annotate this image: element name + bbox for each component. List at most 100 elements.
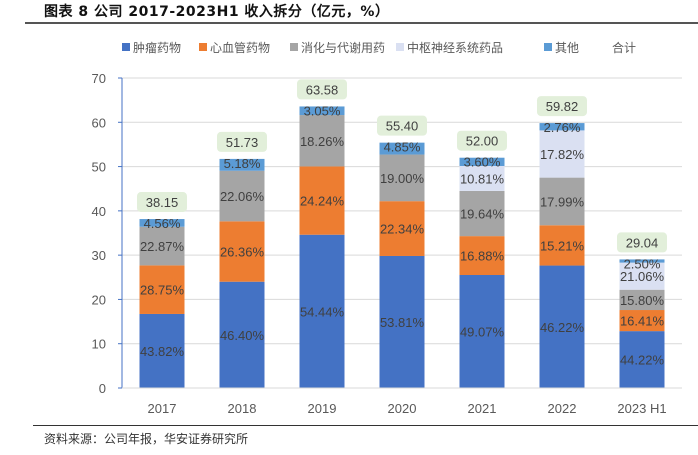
x-tick-label: 2017 [148,401,177,416]
total-label-box [217,131,267,152]
data-label-digestive: 18.26% [300,134,345,149]
bar-segment-other [139,219,185,227]
bar-segment-cardio [619,310,665,332]
total-label-box [377,115,427,136]
bar-segment-digestive [539,177,585,226]
y-tick-label: 40 [92,204,106,219]
title-divider [25,22,698,24]
y-tick-label: 60 [92,115,106,130]
bar-segment-other [619,259,665,263]
legend-label: 合计 [612,40,636,55]
bar-segment-cns [539,130,585,178]
data-label-oncology: 53.81% [380,315,425,330]
legend-label: 其他 [555,41,579,55]
data-label-digestive: 19.00% [380,171,425,186]
legend-item: 消化与代谢用药 [290,40,385,55]
y-tick-label: 50 [92,160,106,175]
legend-item: 肿瘤药物 [122,40,181,55]
data-label-cardio: 28.75% [140,283,185,298]
y-tick-label: 70 [92,71,106,86]
data-label-digestive: 15.80% [620,293,665,308]
legend-item: 其他 [544,41,579,55]
total-label: 63.58 [306,82,339,97]
data-label-cardio: 24.24% [300,194,345,209]
data-label-digestive: 19.64% [460,207,505,222]
data-label-cardio: 22.34% [380,222,425,237]
x-tick-label: 2023 H1 [617,401,666,416]
total-label: 29.04 [626,235,659,250]
bar-segment-oncology [219,281,265,388]
legend: 肿瘤药物 心血管药物 消化与代谢用药 中枢神经系统药品 其他 合计 [122,40,636,55]
bar-segment-digestive [459,190,505,237]
data-label-other: 3.05% [304,103,341,118]
total-label-box [297,79,347,100]
x-tick-label: 2021 [468,401,497,416]
bar-segment-cardio [299,166,345,235]
data-label-oncology: 46.22% [540,320,585,335]
y-axis: 0 10 20 30 40 50 60 70 [92,71,123,396]
legend-item: 心血管药物 [199,40,270,55]
bar-segment-oncology [139,313,185,388]
data-label-cardio: 16.41% [620,314,665,329]
data-label-other: 5.18% [224,156,261,171]
source-note: 资料来源：公司年报，华安证券研究所 [44,432,249,446]
data-label-other: 4.85% [384,140,421,155]
data-label-cardio: 15.21% [540,238,585,253]
bar-segment-other [379,142,425,155]
y-tick-label: 10 [92,337,106,352]
bar-segment-cardio [219,221,265,282]
figure-title: 图表 8 公司 2017-2023H1 收入拆分（亿元，%） [44,4,390,20]
legend-label: 中枢神经系统药品 [407,40,503,55]
bar-segment-cardio [539,225,585,266]
total-label: 51.73 [226,135,259,150]
bar-segment-cardio [139,265,185,314]
bar-segment-digestive [379,154,425,202]
data-label-cns: 21.06% [620,269,665,284]
bar-segment-oncology [459,274,505,388]
total-label: 52.00 [466,134,499,149]
x-tick-label: 2018 [228,401,257,416]
legend-label: 心血管药物 [210,40,270,55]
x-tick-label: 2022 [548,401,577,416]
x-axis: 2017 2018 2019 2020 2021 2022 2023 H1 [122,387,682,416]
data-label-oncology: 46.40% [220,328,265,343]
data-label-digestive: 22.87% [140,239,185,254]
bar-segment-other [299,106,345,116]
total-label: 38.15 [146,195,179,210]
bar-segment-oncology [539,265,585,388]
bar-segment-other [459,157,505,167]
y-tick-label: 20 [92,292,106,307]
data-label-cns: 17.82% [540,147,585,162]
data-label-oncology: 43.82% [140,344,185,359]
bar-segment-oncology [299,234,345,388]
legend-swatch [199,43,207,51]
legend-label: 消化与代谢用药 [301,40,385,55]
x-tick-label: 2019 [308,401,337,416]
data-label-other: 4.56% [144,216,181,231]
total-label-box [617,232,667,253]
bar-segment-cns [459,166,505,191]
data-label-oncology: 49.07% [460,324,505,339]
total-label-box [457,130,507,151]
stacked-bar-chart: 肿瘤药物 心血管药物 消化与代谢用药 中枢神经系统药品 其他 合计 0 10 20 30 40 50… [92,40,682,416]
bar-segment-digestive [219,170,265,222]
legend-swatch [396,43,404,51]
y-tick-label: 30 [92,248,106,263]
x-tick-label: 2020 [388,401,417,416]
bar-segment-cns [619,262,665,290]
bar-segment-oncology [619,331,665,388]
bar-segment-digestive [619,289,665,311]
data-label-oncology: 44.22% [620,353,665,368]
total-label-box [137,192,187,213]
bars [139,106,665,388]
legend-swatch [122,43,130,51]
bar-segment-digestive [139,226,185,266]
data-label-other: 3.60% [464,155,501,170]
y-tick-label: 0 [99,381,106,396]
bar-segment-other [219,158,265,171]
legend-item: 中枢神经系统药品 [396,40,503,55]
data-label-cardio: 16.88% [460,249,505,264]
legend-label: 肿瘤药物 [133,40,181,55]
data-labels: 43.82% 28.75% 22.87% 4.56% 38.15 46.40% 26.36%… [137,79,667,368]
total-label-box [537,96,587,117]
